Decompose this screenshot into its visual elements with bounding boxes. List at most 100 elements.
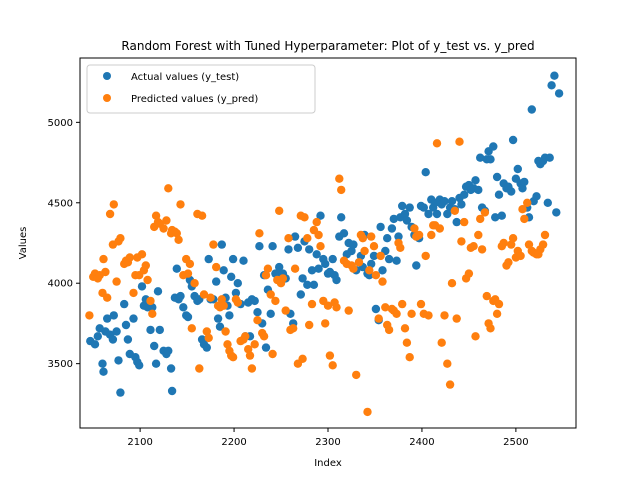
- predicted-point-46: [187, 324, 196, 333]
- predicted-point-131: [381, 303, 390, 312]
- actual-point-35: [166, 364, 176, 373]
- predicted-point-41: [176, 200, 185, 209]
- predicted-point-72: [245, 351, 255, 360]
- predicted-point-115: [344, 306, 353, 315]
- predicted-point-150: [424, 311, 433, 320]
- predicted-point-71: [244, 345, 253, 354]
- predicted-point-45: [185, 259, 195, 269]
- predicted-point-130: [378, 277, 387, 286]
- predicted-point-174: [480, 208, 490, 217]
- x-tick-label-2: 2300: [315, 437, 340, 448]
- predicted-point-125: [367, 232, 376, 241]
- x-tick-label-0: 2100: [127, 437, 152, 448]
- actual-point-136: [394, 232, 403, 241]
- predicted-point-52: [202, 327, 211, 336]
- actual-point-41: [179, 303, 188, 312]
- predicted-point-51: [199, 290, 209, 299]
- predicted-point-99: [307, 299, 317, 309]
- predicted-point-85: [275, 206, 284, 215]
- predicted-point-97: [303, 234, 312, 243]
- actual-point-55: [212, 277, 221, 286]
- x-tick-label-3: 2400: [409, 437, 434, 448]
- actual-point-141: [405, 203, 414, 212]
- predicted-point-103: [316, 242, 325, 251]
- predicted-point-60: [219, 301, 228, 310]
- actual-point-52: [204, 254, 213, 264]
- predicted-point-192: [520, 214, 529, 224]
- predicted-point-26: [143, 275, 152, 285]
- actual-point-147: [419, 203, 428, 212]
- y-tick-label-3: 5000: [48, 118, 73, 129]
- predicted-point-163: [455, 137, 464, 146]
- actual-point-30: [153, 287, 163, 296]
- actual-point-163: [457, 200, 466, 209]
- predicted-point-78: [259, 332, 269, 341]
- predicted-point-187: [508, 234, 518, 243]
- predicted-point-172: [476, 214, 485, 224]
- actual-point-75: [255, 242, 264, 251]
- actual-point-91: [290, 232, 300, 241]
- legend-label-actual: Actual values (y_test): [131, 72, 239, 83]
- predicted-point-75: [253, 316, 262, 325]
- predicted-point-70: [241, 332, 250, 341]
- predicted-point-165: [460, 217, 469, 227]
- predicted-point-79: [261, 271, 271, 280]
- predicted-point-61: [221, 327, 230, 336]
- predicted-point-156: [437, 338, 446, 347]
- actual-point-4: [98, 359, 107, 368]
- actual-point-1: [90, 340, 100, 349]
- legend-label-predicted: Predicted values (y_pred): [131, 94, 258, 105]
- actual-point-27: [148, 303, 157, 312]
- legend: Actual values (y_test) Predicted values …: [86, 64, 316, 114]
- predicted-point-89: [284, 234, 293, 243]
- predicted-point-59: [217, 295, 226, 304]
- actual-point-80: [266, 309, 275, 318]
- predicted-point-14: [116, 234, 125, 243]
- predicted-point-133: [384, 325, 394, 335]
- predicted-point-82: [268, 349, 277, 359]
- predicted-point-55: [209, 240, 218, 249]
- y-tick-label-1: 4000: [48, 279, 73, 290]
- predicted-point-186: [507, 240, 516, 249]
- predicted-point-83: [271, 296, 280, 306]
- actual-point-201: [543, 198, 552, 207]
- predicted-point-141: [402, 338, 412, 347]
- predicted-point-23: [137, 250, 147, 259]
- actual-point-2: [93, 332, 103, 341]
- predicted-point-96: [300, 213, 309, 222]
- chart-title: Random Forest with Tuned Hyperparameter:…: [121, 39, 534, 53]
- actual-point-34: [164, 346, 173, 355]
- y-axis-label: Values: [18, 227, 29, 260]
- predicted-point-53: [204, 333, 213, 343]
- actual-point-29: [151, 359, 161, 368]
- actual-point-57: [215, 322, 225, 331]
- actual-point-161: [452, 217, 461, 227]
- actual-point-140: [402, 216, 412, 225]
- predicted-point-92: [290, 264, 300, 273]
- actual-point-124: [367, 259, 376, 269]
- actual-point-26: [146, 325, 155, 335]
- actual-point-11: [112, 327, 121, 336]
- predicted-point-39: [172, 229, 181, 238]
- actual-point-65: [231, 288, 241, 298]
- x-tick-label-1: 2200: [221, 437, 246, 448]
- predicted-point-33: [159, 224, 168, 233]
- x-tick-label-4: 2500: [503, 437, 528, 448]
- predicted-point-98: [305, 320, 314, 330]
- predicted-point-73: [247, 364, 257, 373]
- actual-point-171: [476, 153, 485, 162]
- predicted-point-65: [228, 353, 238, 362]
- actual-point-148: [421, 168, 430, 177]
- actual-point-185: [507, 187, 516, 196]
- actual-point-202: [545, 153, 554, 162]
- predicted-point-107: [325, 351, 335, 360]
- predicted-point-119: [354, 258, 364, 267]
- predicted-point-139: [398, 299, 407, 309]
- predicted-point-185: [504, 258, 513, 267]
- actual-point-31: [155, 325, 164, 335]
- actual-point-125: [369, 251, 379, 261]
- actual-point-190: [518, 184, 527, 193]
- actual-point-58: [217, 240, 226, 249]
- predicted-point-173: [477, 245, 487, 254]
